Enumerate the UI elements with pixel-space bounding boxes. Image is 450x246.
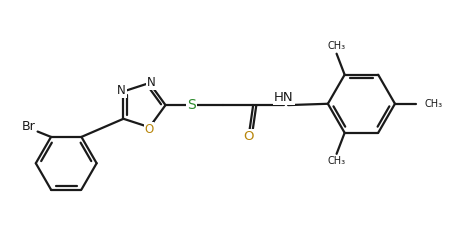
- Text: CH₃: CH₃: [328, 41, 346, 51]
- Text: Br: Br: [22, 120, 36, 133]
- Text: O: O: [144, 123, 153, 136]
- Text: HN: HN: [274, 91, 294, 104]
- Text: S: S: [187, 98, 196, 112]
- Text: CH₃: CH₃: [424, 99, 442, 109]
- Text: N: N: [117, 84, 126, 97]
- Text: CH₃: CH₃: [328, 156, 346, 167]
- Text: N: N: [147, 76, 156, 89]
- Text: O: O: [243, 130, 253, 143]
